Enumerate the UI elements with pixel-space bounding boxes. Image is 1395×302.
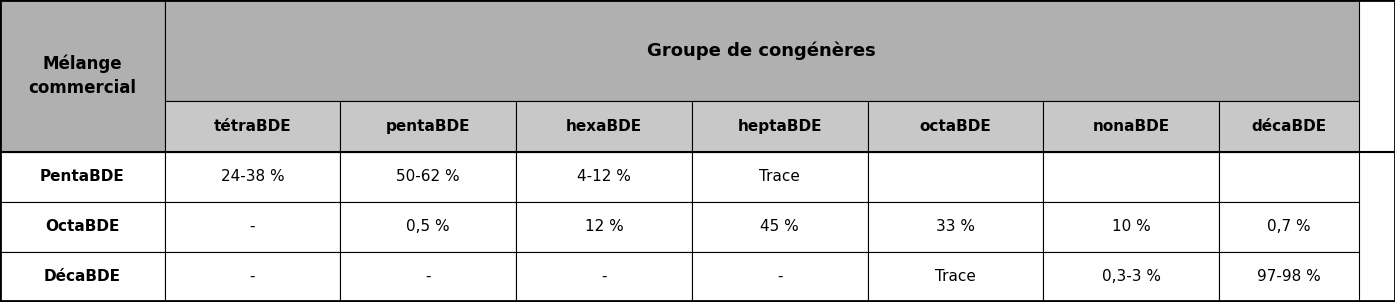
Bar (0, 202, 165, 252)
Text: 50-62 %: 50-62 % (396, 169, 460, 184)
Text: hexaBDE: hexaBDE (566, 119, 642, 134)
Text: 24-38 %: 24-38 % (220, 169, 285, 184)
Text: PentaBDE: PentaBDE (40, 169, 124, 184)
Bar (1043, 152, 1219, 202)
Bar (1043, 101, 1219, 152)
Bar (165, 152, 340, 202)
Text: octaBDE: octaBDE (919, 119, 992, 134)
Text: OctaBDE: OctaBDE (45, 219, 120, 234)
Bar (340, 252, 516, 301)
Bar (0, 0, 165, 152)
Text: 12 %: 12 % (585, 219, 624, 234)
Text: 97-98 %: 97-98 % (1257, 269, 1321, 284)
Bar (165, 202, 340, 252)
Text: DécaBDE: DécaBDE (43, 269, 121, 284)
Text: -: - (250, 269, 255, 284)
Text: 0,7 %: 0,7 % (1267, 219, 1311, 234)
Bar (1219, 202, 1359, 252)
Text: -: - (250, 219, 255, 234)
Text: 45 %: 45 % (760, 219, 799, 234)
Text: 0,3-3 %: 0,3-3 % (1102, 269, 1161, 284)
Text: nonaBDE: nonaBDE (1092, 119, 1170, 134)
Text: 33 %: 33 % (936, 219, 975, 234)
Bar (340, 202, 516, 252)
Bar (692, 152, 868, 202)
Text: -: - (601, 269, 607, 284)
Bar (1043, 252, 1219, 301)
Bar (868, 152, 1043, 202)
Text: Trace: Trace (935, 269, 976, 284)
Bar (692, 101, 868, 152)
Bar (868, 252, 1043, 301)
Bar (1219, 101, 1359, 152)
Bar (516, 252, 692, 301)
Bar (692, 252, 868, 301)
Text: heptaBDE: heptaBDE (738, 119, 822, 134)
Bar (516, 101, 692, 152)
Bar (340, 101, 516, 152)
Text: tétraBDE: tétraBDE (213, 119, 292, 134)
Text: Groupe de congénères: Groupe de congénères (647, 41, 876, 60)
Bar (516, 152, 692, 202)
Bar (516, 202, 692, 252)
Text: Trace: Trace (759, 169, 801, 184)
Bar (0, 252, 165, 301)
Bar (340, 152, 516, 202)
Text: décaBDE: décaBDE (1251, 119, 1327, 134)
Text: 10 %: 10 % (1112, 219, 1151, 234)
Text: 4-12 %: 4-12 % (578, 169, 631, 184)
Bar (1219, 252, 1359, 301)
Bar (165, 252, 340, 301)
Text: Mélange
commercial: Mélange commercial (28, 55, 137, 97)
Text: pentaBDE: pentaBDE (386, 119, 470, 134)
Bar (1043, 202, 1219, 252)
Text: 0,5 %: 0,5 % (406, 219, 451, 234)
Bar (165, 0, 1359, 101)
Bar (868, 202, 1043, 252)
Bar (0, 152, 165, 202)
Text: -: - (425, 269, 431, 284)
Bar (1219, 152, 1359, 202)
Bar (692, 202, 868, 252)
Bar (165, 101, 340, 152)
Text: -: - (777, 269, 783, 284)
Bar (868, 101, 1043, 152)
